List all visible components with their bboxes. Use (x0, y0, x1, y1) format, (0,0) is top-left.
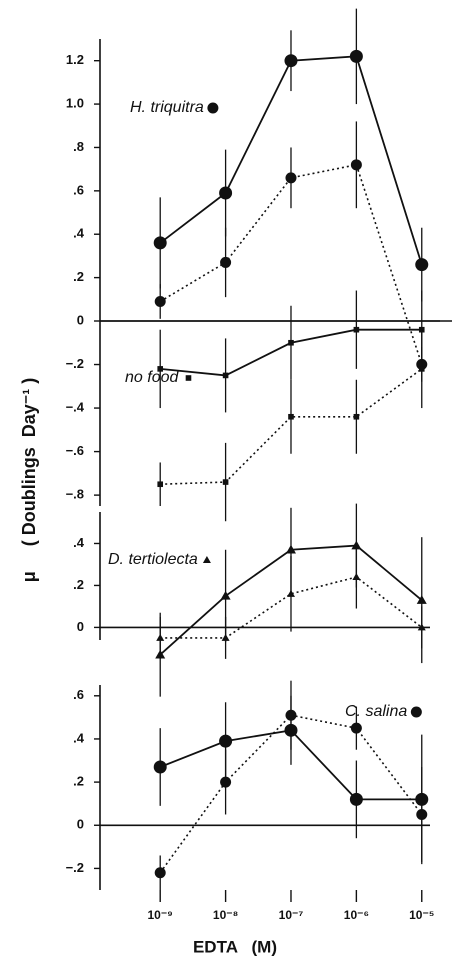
marker (351, 540, 362, 550)
y-tick-label: .2 (73, 577, 84, 592)
marker (220, 256, 232, 268)
marker (288, 339, 294, 346)
annotation: D. tertiolecta (108, 551, 198, 568)
x-tick-label: 10⁻⁵ (409, 908, 434, 922)
annotation-marker (185, 375, 192, 381)
y-tick-label: 0 (77, 312, 84, 327)
y-tick-label: .4 (73, 226, 85, 241)
marker (418, 366, 425, 372)
annotation: C. salina (345, 703, 407, 720)
marker (285, 544, 296, 554)
marker (157, 366, 164, 372)
y-tick-label: 1.2 (66, 52, 84, 67)
y-tick-label: −.6 (66, 443, 84, 458)
y-tick-label: −.2 (66, 356, 84, 371)
marker (157, 481, 164, 488)
marker (153, 760, 167, 774)
marker (350, 159, 362, 171)
marker (353, 413, 360, 420)
marker (284, 54, 298, 68)
annotation: no food (125, 369, 179, 386)
marker (417, 623, 426, 631)
marker (153, 236, 167, 250)
marker (221, 633, 230, 641)
marker (219, 734, 233, 748)
marker (416, 595, 427, 604)
annotation-marker (202, 556, 211, 563)
x-tick-label: 10⁻⁸ (213, 908, 238, 922)
y-tick-label: 0 (77, 619, 84, 634)
y-tick-label: .6 (73, 687, 84, 702)
marker (285, 172, 297, 184)
y-tick-label: .4 (73, 535, 85, 550)
y-tick-label: .6 (73, 182, 84, 197)
y-tick-label: .2 (73, 774, 84, 789)
marker (349, 792, 363, 806)
x-tick-label: 10⁻⁹ (148, 908, 173, 922)
annotation-marker (410, 706, 422, 718)
annotation: H. triquitra (130, 99, 204, 116)
marker (220, 590, 231, 600)
marker (220, 776, 232, 788)
y-axis-label: μ ( Doublings Day⁻¹ ) (19, 378, 39, 583)
annotation-marker (207, 102, 219, 114)
marker (285, 709, 297, 721)
marker (288, 413, 294, 420)
y-tick-label: .2 (73, 269, 84, 284)
marker (416, 808, 428, 820)
series-line (160, 368, 423, 486)
y-tick-label: 1.0 (66, 96, 84, 111)
marker (349, 49, 363, 63)
y-tick-label: −.2 (66, 860, 84, 875)
marker (352, 573, 361, 581)
marker (219, 186, 233, 200)
marker (156, 633, 165, 641)
x-axis-label: EDTA (M) (193, 937, 277, 956)
y-tick-label: −.4 (66, 399, 85, 414)
marker (353, 326, 360, 333)
marker (415, 258, 429, 272)
y-tick-label: .8 (73, 139, 84, 154)
marker (286, 589, 295, 597)
x-tick-label: 10⁻⁶ (344, 908, 369, 922)
marker (222, 479, 229, 485)
y-tick-label: .4 (73, 730, 85, 745)
y-tick-label: 0 (77, 817, 84, 832)
marker (222, 372, 229, 379)
x-tick-label: 10⁻⁷ (279, 908, 304, 922)
marker (154, 295, 166, 307)
y-tick-label: −.8 (66, 487, 84, 502)
series-line (159, 163, 423, 365)
marker (154, 867, 166, 879)
marker (350, 722, 362, 734)
